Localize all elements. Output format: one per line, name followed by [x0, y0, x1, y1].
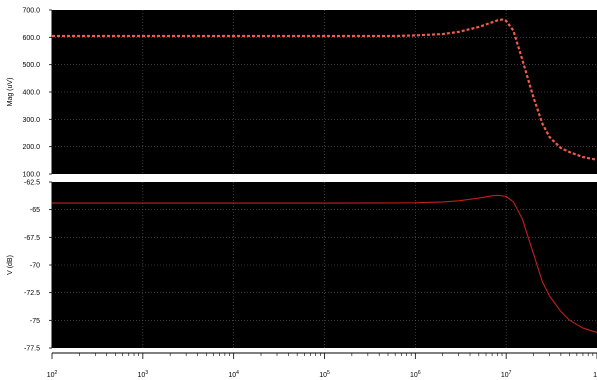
x-tick-label: 102 [47, 370, 58, 379]
magnitude-y-tick-label: 700.0 [22, 8, 40, 15]
phase-db-y-tick-label: -77.5 [24, 346, 40, 353]
phase-db-y-axis-label: V (dB) [7, 255, 14, 275]
magnitude-y-axis-label: Mag (uV) [7, 78, 14, 107]
magnitude-y-tick-label: 200.0 [22, 144, 40, 151]
x-tick-label: 105 [319, 370, 330, 379]
phase-db-y-tick-label: -67.5 [24, 235, 40, 242]
magnitude-y-tick-label: 500.0 [22, 62, 40, 69]
x-tick-label: 106 [410, 370, 421, 379]
phase-db-y-tick-label: -62.5 [24, 180, 40, 187]
magnitude-y-tick-label: 100.0 [22, 172, 40, 179]
phase-db-y-tick-label: -65 [30, 207, 40, 214]
magnitude-y-tick-label: 600.0 [22, 35, 40, 42]
phase-db-y-tick-label: -70 [30, 263, 40, 270]
phase-db-series-line [52, 194, 597, 334]
x-tick-label: 10 [593, 372, 597, 379]
magnitude-y-tick-label: 300.0 [22, 117, 40, 124]
phase-db-y-tick-label: -72.5 [24, 290, 40, 297]
x-tick-label: 107 [501, 370, 512, 379]
magnitude-series-line [52, 18, 597, 161]
x-tick-label: 103 [138, 370, 149, 379]
magnitude-y-tick-label: 400.0 [22, 90, 40, 97]
x-tick-label: 104 [228, 370, 239, 379]
phase-db-y-tick-label: -75 [30, 318, 40, 325]
